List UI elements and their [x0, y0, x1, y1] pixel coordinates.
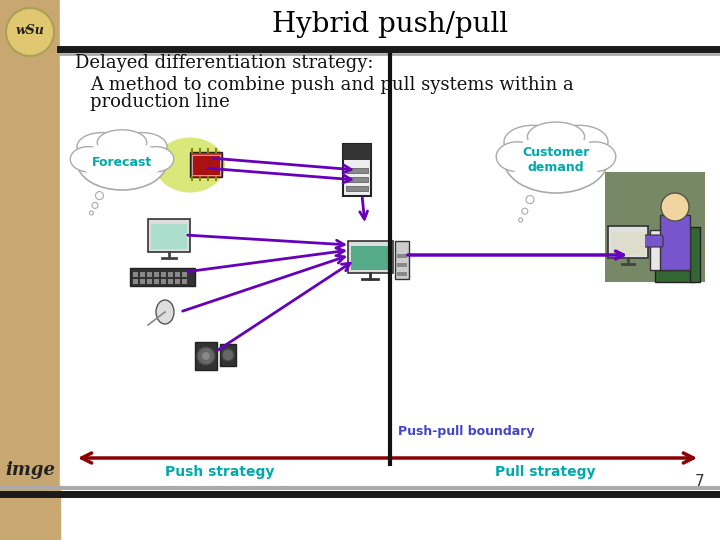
- Bar: [220, 344, 236, 366]
- Circle shape: [197, 347, 215, 365]
- FancyBboxPatch shape: [643, 235, 663, 247]
- Bar: [608, 226, 648, 258]
- Bar: [60, 54, 720, 488]
- Bar: [395, 241, 408, 279]
- Bar: [343, 144, 371, 160]
- Bar: [147, 279, 152, 284]
- Circle shape: [89, 211, 94, 215]
- Ellipse shape: [77, 133, 127, 160]
- Ellipse shape: [77, 134, 167, 190]
- Circle shape: [6, 8, 54, 56]
- Ellipse shape: [155, 138, 225, 192]
- Bar: [0, 0, 60, 540]
- Bar: [397, 272, 407, 276]
- Bar: [690, 227, 700, 282]
- Bar: [605, 172, 705, 282]
- Bar: [192, 155, 220, 175]
- Text: production line: production line: [90, 93, 230, 111]
- Bar: [140, 272, 145, 277]
- Text: Forecast: Forecast: [92, 156, 152, 168]
- Bar: [133, 272, 138, 277]
- Bar: [650, 230, 665, 270]
- Ellipse shape: [509, 135, 603, 185]
- Bar: [161, 279, 166, 284]
- Text: Push strategy: Push strategy: [166, 465, 275, 479]
- Bar: [168, 279, 173, 284]
- Bar: [195, 342, 217, 370]
- Bar: [346, 186, 368, 191]
- Ellipse shape: [138, 146, 174, 172]
- Text: 7: 7: [696, 475, 705, 489]
- Bar: [182, 272, 187, 277]
- Bar: [154, 279, 159, 284]
- Bar: [175, 279, 180, 284]
- Circle shape: [518, 218, 523, 222]
- Bar: [348, 241, 392, 273]
- Ellipse shape: [496, 142, 538, 172]
- Text: A method to combine push and pull systems within a: A method to combine push and pull system…: [90, 76, 574, 94]
- Bar: [147, 272, 152, 277]
- Bar: [611, 232, 645, 255]
- Ellipse shape: [156, 300, 174, 324]
- Bar: [190, 152, 222, 177]
- Ellipse shape: [504, 127, 608, 193]
- Circle shape: [96, 192, 104, 200]
- Circle shape: [522, 208, 528, 214]
- Ellipse shape: [527, 122, 585, 152]
- Bar: [343, 144, 371, 196]
- Bar: [130, 268, 195, 286]
- Circle shape: [526, 195, 534, 204]
- Ellipse shape: [551, 125, 608, 158]
- Text: wSu: wSu: [16, 24, 45, 37]
- Bar: [655, 270, 695, 282]
- Bar: [182, 279, 187, 284]
- Bar: [161, 272, 166, 277]
- Circle shape: [222, 349, 234, 361]
- Ellipse shape: [81, 141, 163, 183]
- Text: Hybrid push/pull: Hybrid push/pull: [272, 10, 508, 37]
- Bar: [351, 246, 390, 270]
- Ellipse shape: [97, 130, 147, 155]
- Bar: [148, 219, 190, 252]
- Text: imge: imge: [5, 461, 55, 479]
- Text: Delayed differentiation strategy:: Delayed differentiation strategy:: [75, 54, 374, 72]
- Circle shape: [661, 193, 689, 221]
- Circle shape: [92, 202, 98, 208]
- Bar: [346, 177, 368, 182]
- Ellipse shape: [504, 125, 561, 158]
- Text: Pull strategy: Pull strategy: [495, 465, 595, 479]
- Bar: [151, 224, 187, 249]
- Ellipse shape: [575, 142, 616, 172]
- Bar: [168, 272, 173, 277]
- Bar: [397, 254, 407, 258]
- Circle shape: [202, 352, 210, 360]
- Bar: [133, 279, 138, 284]
- Bar: [346, 168, 368, 173]
- Ellipse shape: [71, 146, 107, 172]
- Bar: [660, 215, 690, 270]
- Bar: [175, 272, 180, 277]
- Text: Customer
demand: Customer demand: [522, 146, 590, 174]
- Bar: [60, 0, 720, 48]
- Bar: [140, 279, 145, 284]
- Bar: [397, 263, 407, 267]
- Ellipse shape: [117, 133, 167, 160]
- Text: Push-pull boundary: Push-pull boundary: [398, 426, 534, 438]
- Bar: [154, 272, 159, 277]
